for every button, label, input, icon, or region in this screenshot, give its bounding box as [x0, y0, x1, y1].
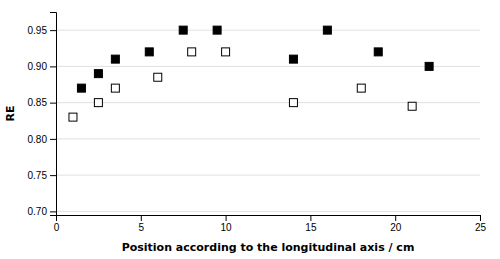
- tick-mark: [310, 215, 311, 221]
- tick-mark: [50, 139, 56, 140]
- tick: 0.80: [28, 134, 56, 145]
- tick-mark: [50, 175, 56, 176]
- filled-square: [77, 84, 85, 92]
- open-square: [111, 84, 119, 92]
- tick: 0.75: [28, 170, 56, 181]
- open-square: [222, 48, 230, 56]
- axis-line: [50, 13, 57, 216]
- tick-label: 0.75: [28, 170, 48, 181]
- chart: 0 5 10 15 20 25 0.70 0.75 0.80 0.85 0.90 0.95 Positi…: [0, 0, 500, 259]
- tick-mark: [50, 30, 56, 31]
- open-square: [94, 99, 102, 107]
- filled-square: [425, 62, 433, 70]
- tick-label: 0: [54, 222, 60, 233]
- grid: [56, 30, 480, 211]
- grid-line: [56, 30, 480, 31]
- tick-mark: [50, 211, 56, 212]
- open-square: [357, 84, 365, 92]
- grid-line: [56, 138, 480, 139]
- grid-line: [56, 211, 480, 212]
- tick: 0: [54, 215, 60, 233]
- tick-label: 0.80: [28, 134, 48, 145]
- series: [69, 48, 416, 121]
- open-square: [408, 102, 416, 110]
- filled-square: [94, 70, 102, 78]
- filled-square: [323, 26, 331, 34]
- open-square: [188, 48, 196, 56]
- filled-square: [289, 55, 297, 63]
- filled-square: [179, 26, 187, 34]
- tick: 0.95: [28, 25, 56, 36]
- axis-line: [57, 216, 481, 222]
- tick-label: 0.85: [28, 97, 48, 108]
- tick-label: 15: [305, 222, 317, 233]
- tick-label: 5: [139, 222, 145, 233]
- open-square: [154, 73, 162, 81]
- tick-label: 25: [475, 222, 487, 233]
- tick: 0.70: [28, 206, 56, 217]
- tick-mark: [50, 66, 56, 67]
- grid-line: [56, 175, 480, 176]
- marks: [69, 26, 433, 121]
- tick-mark: [395, 215, 396, 221]
- series: [77, 26, 433, 92]
- open-square: [289, 99, 297, 107]
- tick-label: 10: [221, 222, 233, 233]
- filled-square: [213, 26, 221, 34]
- tick: 10: [221, 215, 233, 233]
- y-axis: 0.70 0.75 0.80 0.85 0.90 0.95: [28, 13, 57, 218]
- tick: 0.85: [28, 97, 56, 108]
- tick-label: 0.70: [28, 206, 48, 217]
- grid-line: [56, 66, 480, 67]
- filled-square: [111, 55, 119, 63]
- tick: 15: [305, 215, 317, 233]
- y-axis-title: RE: [4, 106, 17, 122]
- tick: 0.90: [28, 61, 56, 72]
- filled-square: [374, 48, 382, 56]
- tick-label: 0.90: [28, 61, 48, 72]
- filled-square: [145, 48, 153, 56]
- tick-mark: [480, 215, 481, 221]
- tick: 25: [475, 215, 487, 233]
- tick-label: 0.95: [28, 25, 48, 36]
- x-axis-title: Position according to the longitudinal a…: [122, 241, 415, 254]
- tick-mark: [50, 103, 56, 104]
- tick-mark: [226, 215, 227, 221]
- tick-mark: [141, 215, 142, 221]
- plot-area: 0 5 10 15 20 25 0.70 0.75 0.80 0.85 0.90 0.95: [28, 13, 487, 234]
- tick: 20: [390, 215, 402, 233]
- tick-label: 20: [390, 222, 402, 233]
- x-axis: 0 5 10 15 20 25: [54, 215, 487, 233]
- open-square: [69, 113, 77, 121]
- tick: 5: [139, 215, 145, 233]
